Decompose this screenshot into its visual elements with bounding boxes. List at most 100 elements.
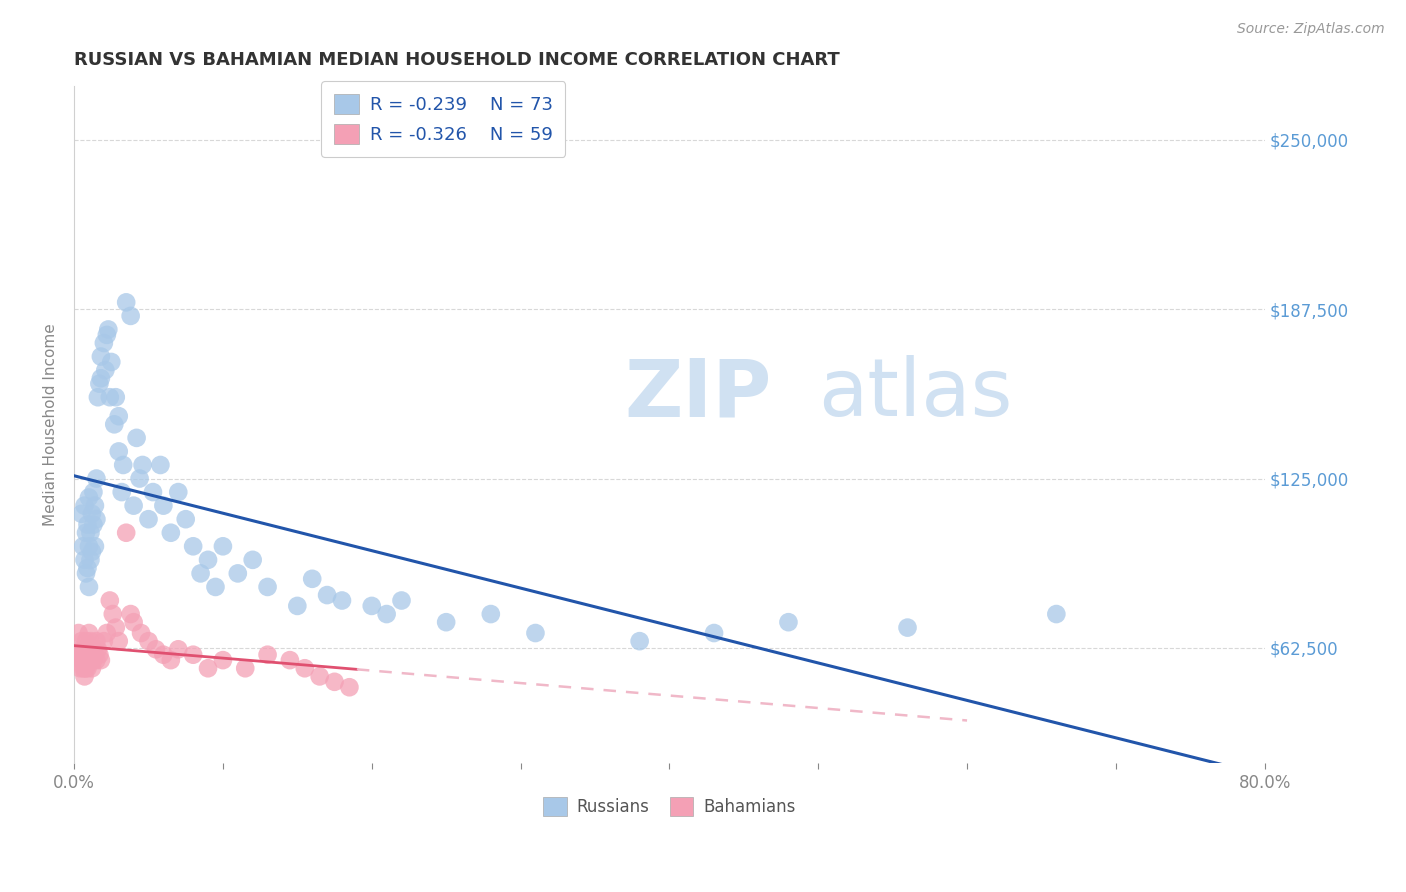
Point	[197, 661, 219, 675]
Text: Source: ZipAtlas.com: Source: ZipAtlas.com	[1237, 22, 1385, 37]
Point	[301, 572, 323, 586]
Point	[76, 561, 98, 575]
Point	[125, 431, 148, 445]
Point	[75, 566, 97, 581]
Point	[82, 642, 104, 657]
Point	[138, 512, 160, 526]
Text: RUSSIAN VS BAHAMIAN MEDIAN HOUSEHOLD INCOME CORRELATION CHART: RUSSIAN VS BAHAMIAN MEDIAN HOUSEHOLD INC…	[75, 51, 839, 69]
Point	[93, 336, 115, 351]
Point	[323, 674, 346, 689]
Point	[96, 626, 118, 640]
Point	[242, 553, 264, 567]
Point	[152, 648, 174, 662]
Point	[129, 626, 152, 640]
Point	[107, 444, 129, 458]
Point	[167, 485, 190, 500]
Point	[73, 661, 96, 675]
Point	[73, 669, 96, 683]
Point	[90, 371, 112, 385]
Point	[100, 355, 122, 369]
Point	[82, 653, 104, 667]
Point	[69, 661, 91, 675]
Point	[256, 648, 278, 662]
Point	[76, 653, 98, 667]
Point	[70, 642, 93, 657]
Point	[115, 295, 138, 310]
Point	[896, 621, 918, 635]
Point	[204, 580, 226, 594]
Point	[375, 607, 398, 621]
Point	[77, 491, 100, 505]
Point	[120, 309, 142, 323]
Point	[104, 390, 127, 404]
Point	[1045, 607, 1067, 621]
Point	[98, 390, 121, 404]
Point	[145, 642, 167, 657]
Point	[339, 680, 361, 694]
Point	[80, 661, 103, 675]
Point	[101, 607, 124, 621]
Point	[77, 626, 100, 640]
Point	[75, 634, 97, 648]
Point	[77, 580, 100, 594]
Point	[80, 545, 103, 559]
Point	[330, 593, 353, 607]
Y-axis label: Median Household Income: Median Household Income	[44, 323, 58, 525]
Point	[122, 615, 145, 630]
Point	[285, 599, 308, 613]
Point	[122, 499, 145, 513]
Point	[278, 653, 301, 667]
Point	[77, 642, 100, 657]
Point	[75, 525, 97, 540]
Point	[90, 653, 112, 667]
Point	[131, 458, 153, 472]
Point	[82, 517, 104, 532]
Point	[212, 653, 235, 667]
Point	[79, 634, 101, 648]
Point	[72, 648, 94, 662]
Point	[174, 512, 197, 526]
Point	[69, 648, 91, 662]
Point	[142, 485, 165, 500]
Point	[70, 507, 93, 521]
Point	[70, 653, 93, 667]
Point	[67, 626, 90, 640]
Point	[87, 642, 110, 657]
Point	[70, 634, 93, 648]
Point	[72, 653, 94, 667]
Point	[84, 499, 107, 513]
Point	[308, 669, 330, 683]
Point	[94, 363, 117, 377]
Point	[73, 499, 96, 513]
Point	[115, 525, 138, 540]
Point	[77, 539, 100, 553]
Point	[84, 539, 107, 553]
Point	[96, 327, 118, 342]
Point	[149, 458, 172, 472]
Point	[479, 607, 502, 621]
Point	[72, 539, 94, 553]
Point	[316, 588, 339, 602]
Point	[75, 648, 97, 662]
Point	[778, 615, 800, 630]
Point	[160, 653, 183, 667]
Point	[73, 642, 96, 657]
Point	[76, 661, 98, 675]
Point	[89, 648, 111, 662]
Legend: Russians, Bahamians: Russians, Bahamians	[537, 790, 801, 822]
Point	[212, 539, 235, 553]
Point	[107, 634, 129, 648]
Point	[77, 653, 100, 667]
Point	[190, 566, 212, 581]
Point	[703, 626, 725, 640]
Point	[93, 634, 115, 648]
Point	[89, 376, 111, 391]
Point	[84, 648, 107, 662]
Point	[360, 599, 382, 613]
Point	[90, 350, 112, 364]
Point	[87, 390, 110, 404]
Point	[181, 648, 204, 662]
Text: atlas: atlas	[818, 355, 1012, 434]
Point	[73, 653, 96, 667]
Point	[82, 485, 104, 500]
